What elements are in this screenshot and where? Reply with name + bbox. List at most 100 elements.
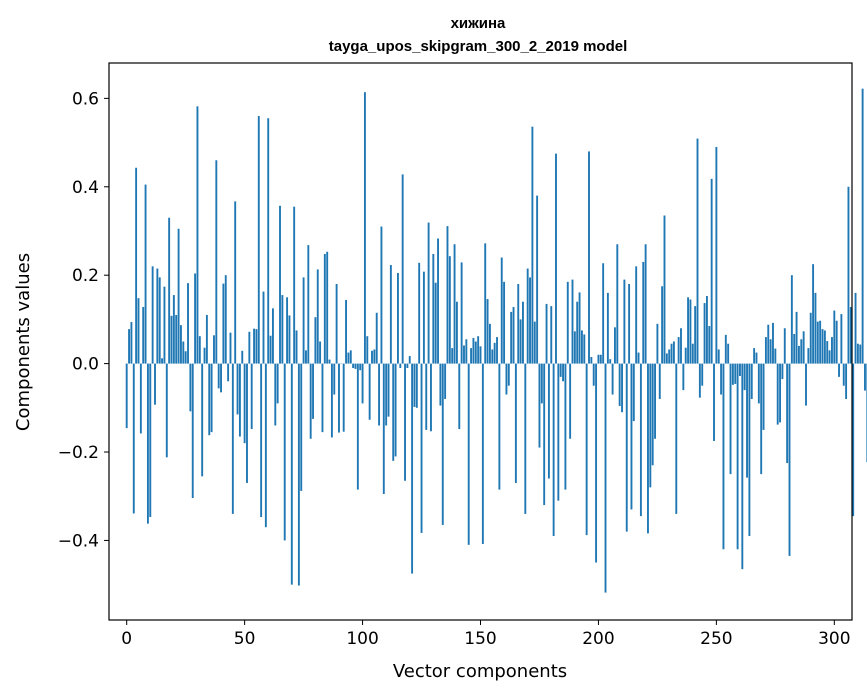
bar-component-163 [510, 311, 513, 364]
bar-component-56 [257, 116, 260, 364]
bar-component-26 [187, 283, 189, 364]
bar-component-217 [637, 352, 640, 364]
bar-component-261 [741, 363, 744, 570]
bar-component-175 [538, 363, 541, 448]
bar-component-237 [684, 347, 687, 364]
bar-component-84 [323, 253, 326, 364]
bar-component-89 [335, 284, 338, 364]
bar-component-137 [448, 256, 451, 364]
bar-component-211 [623, 279, 626, 364]
bar-component-57 [260, 363, 263, 517]
bar-component-179 [547, 363, 550, 479]
bar-component-139 [453, 244, 456, 364]
bar-component-3 [132, 363, 135, 514]
bar-component-282 [790, 275, 793, 364]
bar-component-138 [451, 348, 454, 364]
bar-component-186 [564, 363, 567, 490]
bar-component-262 [743, 363, 746, 391]
bar-component-24 [182, 341, 185, 364]
bar-component-51 [246, 363, 248, 483]
bar-component-80 [314, 317, 317, 364]
bar-component-312 [861, 88, 864, 364]
bar-component-167 [519, 319, 522, 364]
bar-component-239 [689, 299, 692, 364]
bar-component-70 [290, 363, 293, 585]
bar-component-97 [354, 363, 357, 369]
x-axis-label: Vector components [393, 661, 567, 682]
y-tick-label: −0.4 [58, 531, 99, 551]
bar-component-157 [496, 337, 498, 364]
bar-component-112 [389, 265, 392, 364]
bar-component-130 [432, 253, 435, 364]
bar-component-263 [746, 363, 748, 478]
y-tick-label: 0.0 [72, 355, 99, 375]
bar-component-135 [444, 363, 447, 399]
y-tick-label: −0.2 [58, 443, 99, 463]
bar-component-190 [573, 331, 576, 364]
bar-component-182 [555, 153, 557, 364]
bar-component-13 [156, 268, 159, 364]
bar-component-85 [326, 251, 329, 364]
bar-component-311 [859, 344, 862, 364]
bar-component-257 [731, 363, 734, 385]
bar-component-132 [437, 238, 439, 364]
x-axis-ticks: 0 50 100 150 200 250 300 [121, 620, 851, 649]
bar-component-252 [720, 363, 723, 395]
bar-component-209 [618, 363, 621, 407]
bar-component-192 [578, 292, 581, 364]
bar-component-196 [588, 151, 590, 364]
y-tick-label: 0.4 [72, 178, 99, 198]
bar-component-34 [205, 314, 208, 364]
bar-component-234 [677, 337, 680, 364]
bar-component-296 [823, 330, 826, 364]
bar-component-242 [696, 138, 699, 364]
bar-component-32 [201, 363, 204, 477]
bar-component-17 [165, 363, 168, 458]
bar-component-233 [675, 363, 678, 514]
bar-component-29 [194, 273, 197, 364]
bar-component-100 [361, 363, 364, 404]
bar-component-94 [347, 352, 350, 364]
bar-component-28 [191, 363, 194, 498]
bar-component-212 [625, 363, 628, 532]
bar-component-39 [217, 363, 220, 389]
bar-component-303 [840, 314, 843, 364]
bar-component-16 [163, 286, 166, 364]
bar-component-267 [755, 352, 758, 364]
bar-component-61 [269, 335, 272, 364]
bar-component-108 [380, 226, 383, 364]
bar-component-305 [845, 363, 848, 399]
bar-component-274 [772, 322, 774, 364]
bar-component-299 [831, 337, 833, 364]
bar-component-36 [210, 363, 213, 433]
bar-component-244 [701, 363, 704, 386]
bar-component-140 [455, 301, 458, 364]
bar-component-229 [665, 353, 668, 364]
bar-component-250 [715, 146, 718, 364]
bar-component-37 [213, 335, 215, 364]
bar-component-123 [415, 363, 418, 408]
bar-component-8 [144, 184, 147, 364]
bar-component-12 [154, 363, 156, 405]
bar-component-74 [300, 363, 303, 491]
bar-component-5 [137, 298, 140, 364]
bar-component-272 [767, 324, 770, 364]
y-tick-label: 0.6 [72, 89, 99, 109]
bar-component-174 [536, 195, 539, 364]
bar-component-127 [425, 363, 428, 430]
bar-component-41 [222, 283, 225, 364]
bar-component-313 [864, 363, 866, 391]
bar-component-221 [647, 363, 649, 534]
bar-component-45 [231, 363, 234, 514]
bar-component-118 [404, 363, 406, 481]
bar-component-308 [852, 363, 855, 517]
bar-component-22 [177, 228, 180, 364]
bar-component-297 [826, 341, 829, 364]
bar-component-266 [753, 348, 756, 364]
bar-component-279 [783, 328, 786, 364]
bar-component-249 [713, 363, 715, 441]
bar-component-251 [717, 349, 720, 364]
bar-component-77 [307, 245, 310, 364]
bar-component-307 [849, 307, 852, 364]
bar-component-119 [406, 363, 409, 369]
